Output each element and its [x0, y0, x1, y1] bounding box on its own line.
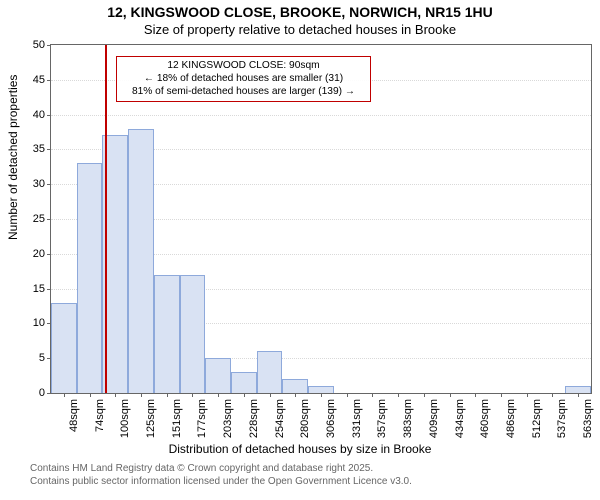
ytick-label: 40 — [33, 109, 45, 121]
histogram-bar — [282, 379, 308, 393]
x-axis-label: Distribution of detached houses by size … — [0, 442, 600, 456]
xtick-label: 74sqm — [94, 399, 106, 432]
plot-area: 0510152025303540455048sqm74sqm100sqm125s… — [50, 44, 592, 394]
ytick-label: 20 — [33, 248, 45, 260]
xtick-label: 203sqm — [222, 399, 234, 438]
xtick-mark — [270, 393, 271, 397]
xtick-label: 331sqm — [351, 399, 363, 438]
ytick-label: 15 — [33, 283, 45, 295]
ytick-label: 45 — [33, 74, 45, 86]
histogram-bar — [180, 275, 206, 393]
xtick-label: 151sqm — [171, 399, 183, 438]
xtick-mark — [501, 393, 502, 397]
xtick-mark — [167, 393, 168, 397]
xtick-mark — [115, 393, 116, 397]
xtick-label: 254sqm — [274, 399, 286, 438]
histogram-bar — [51, 303, 77, 393]
annotation-line-1: 12 KINGSWOOD CLOSE: 90sqm — [122, 60, 365, 73]
ytick-label: 0 — [39, 387, 45, 399]
xtick-mark — [475, 393, 476, 397]
xtick-label: 537sqm — [556, 399, 568, 438]
ytick-mark — [47, 219, 51, 220]
xtick-mark — [450, 393, 451, 397]
marker-line — [105, 45, 107, 393]
xtick-label: 512sqm — [531, 399, 543, 438]
annotation-line-2: ← 18% of detached houses are smaller (31… — [122, 73, 365, 86]
xtick-mark — [90, 393, 91, 397]
xtick-mark — [578, 393, 579, 397]
ytick-mark — [47, 45, 51, 46]
credits-line-1: Contains HM Land Registry data © Crown c… — [30, 463, 412, 476]
xtick-label: 228sqm — [248, 399, 260, 438]
xtick-mark — [398, 393, 399, 397]
xtick-mark — [141, 393, 142, 397]
ytick-label: 10 — [33, 317, 45, 329]
xtick-label: 280sqm — [299, 399, 311, 438]
xtick-mark — [295, 393, 296, 397]
histogram-bar — [565, 386, 591, 393]
ytick-mark — [47, 254, 51, 255]
xtick-mark — [372, 393, 373, 397]
xtick-label: 460sqm — [479, 399, 491, 438]
credits-line-2: Contains public sector information licen… — [30, 476, 412, 489]
xtick-mark — [424, 393, 425, 397]
xtick-label: 563sqm — [582, 399, 594, 438]
xtick-label: 306sqm — [325, 399, 337, 438]
ytick-label: 50 — [33, 39, 45, 51]
xtick-label: 357sqm — [376, 399, 388, 438]
ytick-label: 35 — [33, 143, 45, 155]
xtick-label: 383sqm — [402, 399, 414, 438]
chart-container: 12, KINGSWOOD CLOSE, BROOKE, NORWICH, NR… — [0, 0, 600, 500]
xtick-label: 409sqm — [428, 399, 440, 438]
xtick-mark — [527, 393, 528, 397]
histogram-bar — [77, 163, 103, 393]
chart-title-sub: Size of property relative to detached ho… — [0, 22, 600, 37]
histogram-bar — [154, 275, 180, 393]
ytick-mark — [47, 80, 51, 81]
xtick-mark — [218, 393, 219, 397]
ytick-label: 25 — [33, 213, 45, 225]
xtick-label: 48sqm — [68, 399, 80, 432]
xtick-mark — [321, 393, 322, 397]
xtick-label: 100sqm — [119, 399, 131, 438]
xtick-label: 486sqm — [505, 399, 517, 438]
gridline — [51, 115, 591, 116]
xtick-label: 125sqm — [145, 399, 157, 438]
histogram-bar — [308, 386, 334, 393]
xtick-mark — [552, 393, 553, 397]
annotation-line-3: 81% of semi-detached houses are larger (… — [122, 86, 365, 99]
xtick-mark — [64, 393, 65, 397]
ytick-mark — [47, 115, 51, 116]
ytick-label: 5 — [39, 352, 45, 364]
histogram-bar — [128, 129, 154, 393]
ytick-label: 30 — [33, 178, 45, 190]
xtick-mark — [244, 393, 245, 397]
annotation-box: 12 KINGSWOOD CLOSE: 90sqm← 18% of detach… — [116, 56, 371, 102]
xtick-label: 177sqm — [196, 399, 208, 438]
chart-title-main: 12, KINGSWOOD CLOSE, BROOKE, NORWICH, NR… — [0, 4, 600, 20]
histogram-bar — [205, 358, 231, 393]
ytick-mark — [47, 184, 51, 185]
histogram-bar — [257, 351, 283, 393]
xtick-label: 434sqm — [454, 399, 466, 438]
ytick-mark — [47, 289, 51, 290]
ytick-mark — [47, 393, 51, 394]
y-axis-label: Number of detached properties — [6, 75, 20, 240]
ytick-mark — [47, 149, 51, 150]
credits: Contains HM Land Registry data © Crown c… — [30, 463, 412, 488]
histogram-bar — [231, 372, 257, 393]
xtick-mark — [192, 393, 193, 397]
xtick-mark — [347, 393, 348, 397]
